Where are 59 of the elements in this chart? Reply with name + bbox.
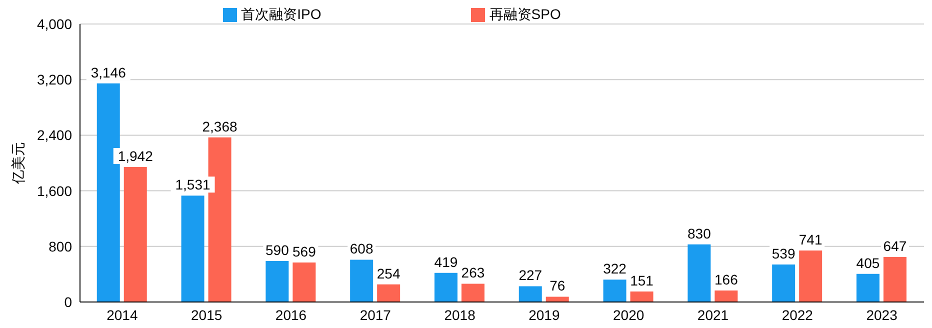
bar [461, 284, 484, 302]
x-tick-label: 2019 [528, 306, 560, 323]
bar [266, 260, 289, 302]
y-tick-label: 0 [64, 294, 72, 310]
bar [546, 296, 569, 302]
bar [377, 284, 400, 302]
x-tick-label: 2017 [360, 306, 392, 323]
bar [630, 292, 654, 302]
x-tick-label: 2014 [106, 306, 138, 323]
data-label: 1,942 [118, 148, 154, 164]
bar [603, 280, 626, 302]
bar [292, 262, 316, 302]
y-tick-label: 4,000 [36, 16, 72, 32]
bar [688, 244, 711, 302]
data-label: 590 [266, 242, 290, 258]
bar [856, 274, 880, 302]
data-label: 647 [883, 238, 907, 254]
y-tick-label: 2,400 [36, 127, 72, 144]
data-label: 608 [350, 240, 374, 257]
x-tick-label: 2021 [697, 306, 729, 323]
data-label: 830 [688, 225, 712, 242]
data-label: 1,531 [175, 176, 211, 193]
data-label: 76 [550, 278, 566, 294]
bar [772, 264, 796, 302]
data-label: 263 [461, 264, 485, 281]
data-label: 2,368 [202, 118, 238, 134]
data-label: 569 [292, 243, 316, 260]
data-label: 151 [630, 272, 654, 289]
data-label: 227 [518, 267, 542, 284]
x-tick-label: 2023 [866, 306, 898, 323]
data-label: 741 [798, 232, 822, 248]
bar [434, 272, 458, 302]
legend-label: 首次融资IPO [241, 6, 322, 22]
bar [124, 167, 147, 302]
y-tick-label: 3,200 [36, 72, 72, 88]
y-tick-label: 800 [48, 238, 72, 254]
data-label: 405 [856, 254, 880, 271]
bar [799, 250, 822, 302]
bar [350, 260, 374, 302]
x-tick-label: 2022 [782, 306, 814, 323]
x-tick-label: 2018 [444, 306, 476, 323]
bar [714, 290, 738, 302]
bar [208, 137, 232, 302]
x-tick-label: 2015 [191, 306, 222, 323]
data-label: 419 [434, 254, 458, 270]
x-tick-label: 2020 [613, 306, 644, 323]
data-label: 166 [714, 271, 738, 288]
x-tick-label: 2016 [275, 306, 307, 323]
y-axis-title: 亿美元 [10, 142, 26, 185]
y-tick-label: 1,600 [36, 182, 72, 199]
data-label: 539 [772, 246, 796, 262]
legend-label: 再融资SPO [489, 6, 561, 22]
bar [518, 286, 542, 302]
data-label: 254 [376, 265, 400, 282]
bar [96, 83, 120, 302]
bar [883, 257, 906, 302]
bar [181, 196, 204, 302]
data-label: 322 [603, 260, 627, 277]
data-label: 3,146 [90, 64, 126, 80]
